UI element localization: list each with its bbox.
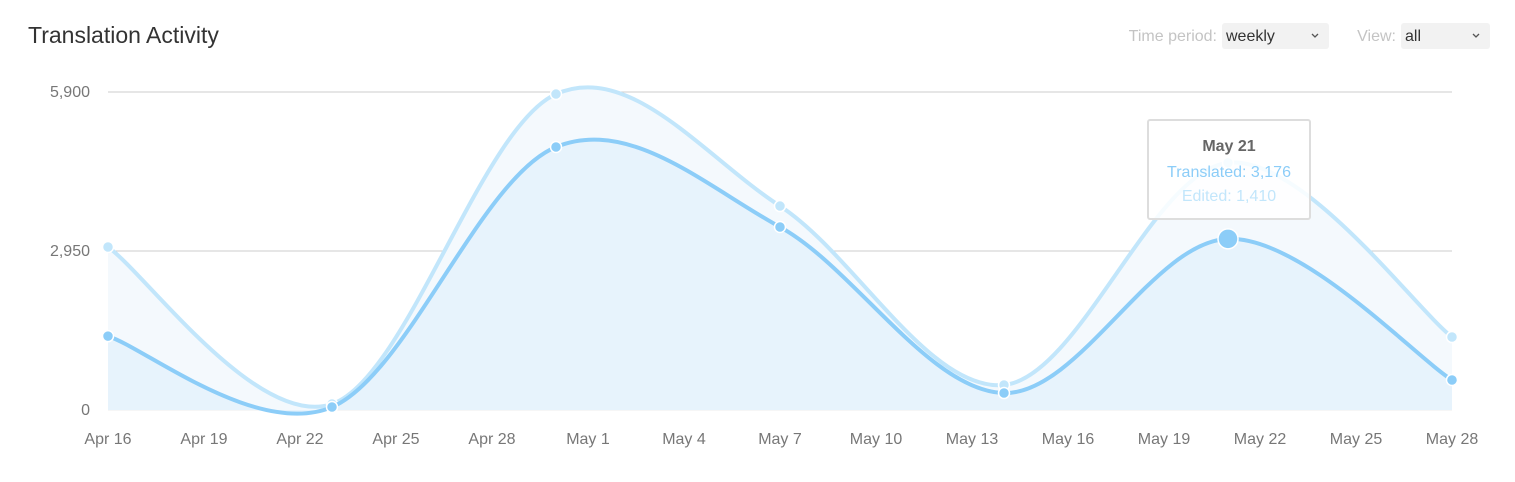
point bbox=[1445, 330, 1459, 344]
point bbox=[549, 140, 563, 154]
x-tick-label: Apr 25 bbox=[372, 431, 419, 448]
y-tick-label: 0 bbox=[81, 402, 90, 419]
y-tick-label: 5,900 bbox=[50, 84, 90, 101]
x-tick-label: May 16 bbox=[1042, 431, 1095, 448]
point bbox=[1445, 373, 1459, 387]
tooltip-line: Edited: 1,410 bbox=[1182, 188, 1276, 205]
point bbox=[101, 329, 115, 343]
x-tick-label: May 28 bbox=[1426, 431, 1479, 448]
tooltip-title: May 21 bbox=[1202, 138, 1255, 155]
x-tick-label: May 1 bbox=[566, 431, 610, 448]
view-dropdown[interactable]: all bbox=[1401, 23, 1490, 49]
point bbox=[101, 240, 115, 254]
x-tick-label: May 7 bbox=[758, 431, 802, 448]
x-tick-label: May 25 bbox=[1330, 431, 1383, 448]
point bbox=[997, 386, 1011, 400]
tooltip-box bbox=[1147, 119, 1311, 220]
chevron[interactable] bbox=[1472, 33, 1480, 38]
page-title: Translation Activity bbox=[28, 22, 219, 48]
period-dropdown[interactable]: weekly bbox=[1222, 23, 1329, 49]
point bbox=[773, 199, 787, 213]
view-label: View: bbox=[1357, 28, 1396, 45]
view-value[interactable]: all bbox=[1405, 28, 1421, 45]
x-tick-label: May 4 bbox=[662, 431, 706, 448]
point bbox=[325, 400, 339, 414]
x-tick-label: Apr 16 bbox=[84, 431, 131, 448]
period-label: Time period: bbox=[1129, 28, 1217, 45]
x-tick-label: May 10 bbox=[850, 431, 903, 448]
tooltip: May 21 Translated: 3,176 Edited: 1,410 bbox=[1147, 119, 1311, 220]
dropdown-box[interactable] bbox=[1401, 23, 1490, 49]
x-tick-label: Apr 28 bbox=[468, 431, 515, 448]
x-tick-label: May 22 bbox=[1234, 431, 1287, 448]
x-tick-label: Apr 22 bbox=[276, 431, 323, 448]
x-tick-label: May 19 bbox=[1138, 431, 1191, 448]
x-tick-label: Apr 19 bbox=[180, 431, 227, 448]
period-value[interactable]: weekly bbox=[1225, 28, 1275, 45]
area bbox=[108, 139, 1452, 414]
chevron[interactable] bbox=[1311, 33, 1319, 38]
point bbox=[1217, 228, 1239, 250]
point bbox=[773, 220, 787, 234]
point bbox=[549, 87, 563, 101]
x-tick-label: May 13 bbox=[946, 431, 999, 448]
dropdown-box[interactable] bbox=[1222, 23, 1329, 49]
y-tick-label: 2,950 bbox=[50, 243, 90, 260]
tooltip-line: Translated: 3,176 bbox=[1167, 164, 1291, 181]
